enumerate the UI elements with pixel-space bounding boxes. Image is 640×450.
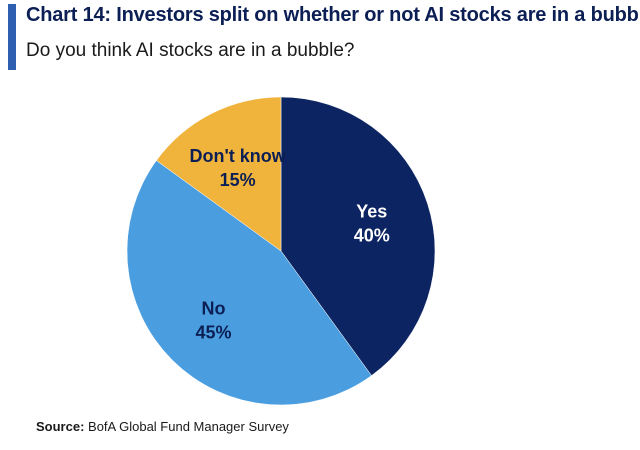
pie-slice-yes bbox=[280, 96, 436, 376]
chart-subtitle: Do you think AI stocks are in a bubble? bbox=[26, 40, 355, 61]
slice-value-no: 45% bbox=[195, 323, 231, 343]
slice-label-yes: Yes bbox=[356, 201, 387, 221]
slice-value-yes: 40% bbox=[354, 225, 390, 245]
title-accent-bar bbox=[8, 4, 16, 70]
pie-slice-don-t-know bbox=[156, 96, 282, 252]
source-note: Source: BofA Global Fund Manager Survey bbox=[36, 419, 289, 434]
slice-value-don-t-know: 15% bbox=[220, 170, 256, 190]
chart-title: Chart 14: Investors split on whether or … bbox=[26, 4, 640, 26]
source-label: Source: bbox=[36, 419, 85, 434]
pie-slice-no bbox=[126, 160, 372, 406]
slice-label-no: No bbox=[201, 299, 225, 319]
source-text: BofA Global Fund Manager Survey bbox=[88, 419, 289, 434]
slice-label-don-t-know: Don't know bbox=[190, 146, 287, 166]
